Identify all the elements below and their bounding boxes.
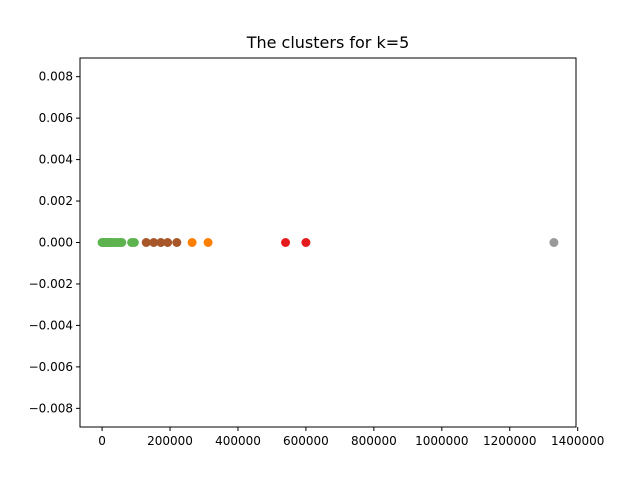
x-tick-label: 400000 bbox=[215, 434, 261, 448]
data-point bbox=[117, 238, 127, 247]
x-tick-label: 1200000 bbox=[483, 434, 536, 448]
y-tick-label: 0.004 bbox=[39, 153, 73, 167]
y-tick-label: −0.006 bbox=[29, 360, 73, 374]
y-tick-label: −0.002 bbox=[29, 277, 73, 291]
x-tick-label: 0 bbox=[98, 434, 106, 448]
x-tick-label: 200000 bbox=[147, 434, 193, 448]
data-point bbox=[187, 238, 197, 247]
axes-frame bbox=[79, 57, 577, 428]
y-tick-label: 0.006 bbox=[39, 111, 73, 125]
data-point bbox=[549, 238, 559, 247]
data-point bbox=[203, 238, 213, 247]
x-tick-label: 800000 bbox=[351, 434, 397, 448]
x-tick-label: 1400000 bbox=[551, 434, 604, 448]
data-point bbox=[156, 238, 166, 247]
y-tick-label: −0.008 bbox=[29, 401, 73, 415]
y-tick-label: 0.008 bbox=[39, 70, 73, 84]
x-tick-label: 1000000 bbox=[415, 434, 468, 448]
chart-title: The clusters for k=5 bbox=[246, 33, 410, 52]
y-tick-label: 0.000 bbox=[39, 236, 73, 250]
y-tick-label: −0.004 bbox=[29, 318, 73, 332]
data-point bbox=[149, 238, 159, 247]
plot-area: 0 200000 400000 600000 800000 1000000 1200000 1… bbox=[29, 57, 604, 448]
data-point bbox=[163, 238, 173, 247]
data-point bbox=[301, 238, 311, 247]
x-tick-label: 600000 bbox=[283, 434, 329, 448]
y-tick-label: 0.002 bbox=[39, 194, 73, 208]
data-point bbox=[172, 238, 182, 247]
data-point bbox=[281, 238, 291, 247]
data-point bbox=[141, 238, 151, 247]
data-point bbox=[129, 238, 139, 247]
